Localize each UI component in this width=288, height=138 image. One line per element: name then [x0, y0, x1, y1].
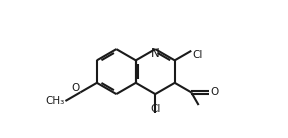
Text: O: O: [210, 87, 218, 97]
Text: CH₃: CH₃: [45, 96, 65, 106]
Text: Cl: Cl: [192, 50, 202, 60]
Text: O: O: [71, 83, 79, 93]
Text: N: N: [151, 47, 160, 60]
Text: Cl: Cl: [150, 104, 160, 114]
